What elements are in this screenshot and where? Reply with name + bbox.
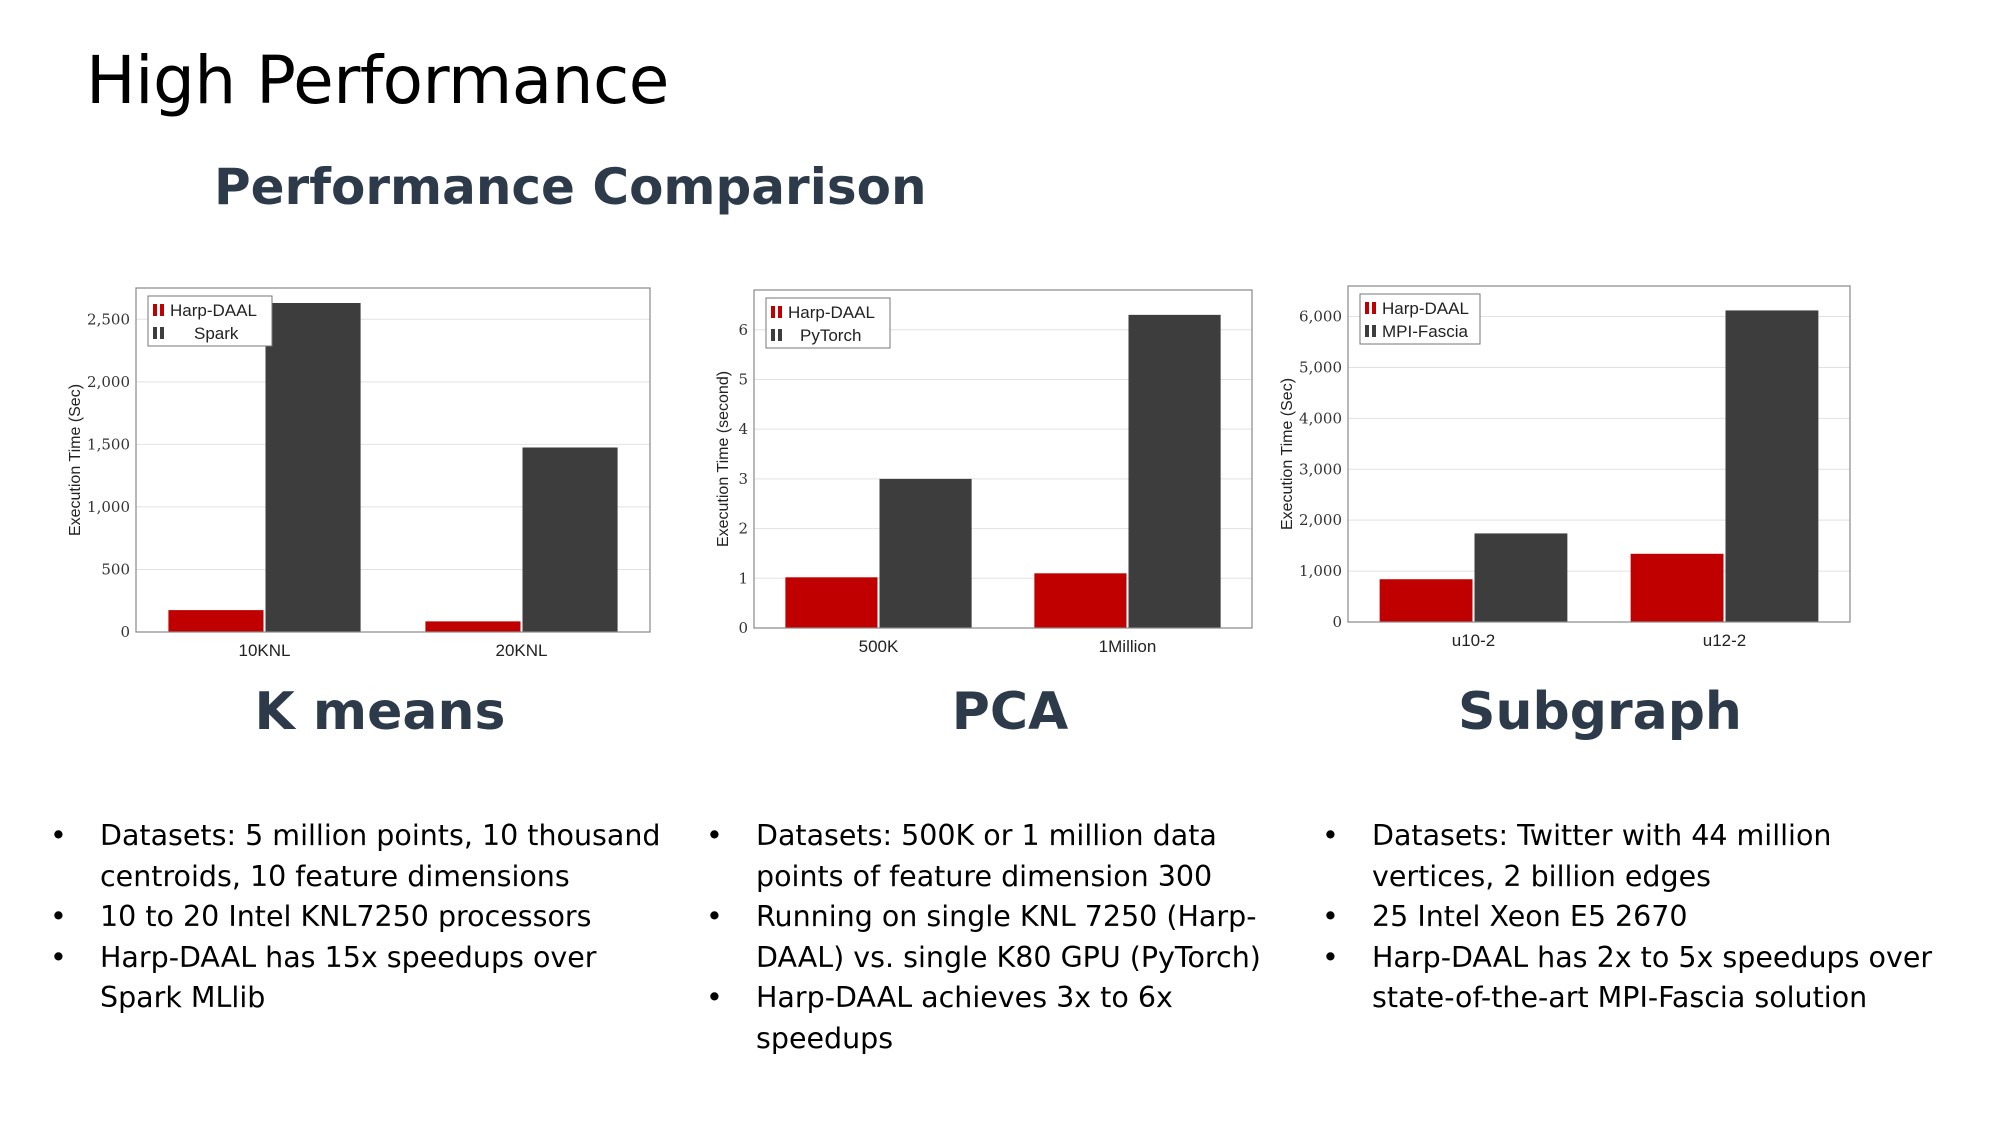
- slide-title: High Performance: [86, 42, 669, 119]
- y-tick-label: 1: [738, 569, 748, 587]
- y-tick-label: 0: [120, 623, 130, 641]
- plot-frame: [753, 289, 1253, 629]
- list-item: Datasets: 5 million points, 10 thousand …: [50, 816, 670, 897]
- bar-spark: [522, 447, 618, 632]
- y-tick-label: 2,000: [87, 373, 130, 391]
- legend-label: Harp-DAAL: [1382, 299, 1469, 318]
- list-item: Datasets: Twitter with 44 million vertic…: [1322, 816, 1962, 897]
- bar-mpi-fascia: [1474, 533, 1568, 622]
- bar-harp-daal: [785, 577, 878, 628]
- legend-swatch: [1372, 302, 1376, 314]
- legend-label: Harp-DAAL: [788, 303, 875, 322]
- y-tick-label: 2,000: [1299, 511, 1342, 529]
- y-tick-label: 4,000: [1299, 409, 1342, 427]
- list-item: Harp-DAAL has 2x to 5x speedups over sta…: [1322, 938, 1962, 1019]
- pca-bullet-list: Datasets: 500K or 1 million data points …: [706, 816, 1306, 1059]
- x-tick-label: u12-2: [1703, 631, 1746, 650]
- y-tick-label: 3: [738, 470, 748, 488]
- y-tick-label: 1,000: [1299, 562, 1342, 580]
- legend-swatch: [1372, 325, 1376, 337]
- legend-swatch: [778, 329, 782, 341]
- legend-swatch: [160, 304, 164, 316]
- y-tick-label: 0: [738, 619, 748, 637]
- y-tick-label: 3,000: [1299, 460, 1342, 478]
- y-axis-label: Execution Time (Sec): [1279, 378, 1296, 530]
- list-item: Harp-DAAL achieves 3x to 6x speedups: [706, 978, 1306, 1059]
- legend-swatch: [771, 306, 775, 318]
- legend-swatch: [778, 306, 782, 318]
- list-item: Running on single KNL 7250 (Harp-DAAL) v…: [706, 897, 1306, 978]
- pca-chart-svg: 0 1 2 3 4 5 6 500K 1Million Execution Time (secon…: [715, 289, 1253, 656]
- x-tick-label: u10-2: [1452, 631, 1495, 650]
- y-tick-label: 5,000: [1299, 358, 1342, 376]
- subgraph-chart-svg: 0 1,000 2,000 3,000 4,000 5,000 6,000 u10-2 u12-…: [1279, 285, 1851, 650]
- y-tick-label: 0: [1332, 613, 1342, 631]
- kmeans-chart-svg: 0 500 1,000 1,500 2,000 2,500 10KNL 20KNL Execut…: [67, 287, 651, 660]
- bar-harp-daal: [425, 621, 521, 632]
- chart-kmeans: 0 500 1,000 1,500 2,000 2,500 10KNL 20KNL Execut…: [50, 270, 660, 670]
- legend-box: [147, 295, 273, 347]
- subgraph-bullet-list: Datasets: Twitter with 44 million vertic…: [1322, 816, 1962, 1019]
- legend-swatch: [160, 327, 164, 339]
- bar-harp-daal: [1379, 579, 1473, 622]
- y-axis-label: Execution Time (Sec): [67, 384, 84, 536]
- kmeans-bullet-list: Datasets: 5 million points, 10 thousand …: [50, 816, 670, 1019]
- y-tick-label: 1,000: [87, 498, 130, 516]
- bar-harp-daal: [1034, 573, 1127, 628]
- legend-swatch: [153, 327, 157, 339]
- bar-pytorch: [879, 478, 972, 628]
- legend-label: Spark: [194, 324, 239, 343]
- legend-label: Harp-DAAL: [170, 301, 257, 320]
- list-item: 25 Intel Xeon E5 2670: [1322, 897, 1962, 938]
- y-tick-label: 1,500: [87, 435, 130, 453]
- x-tick-label: 500K: [859, 637, 899, 656]
- plot-frame: [1347, 285, 1851, 623]
- y-tick-label: 4: [738, 420, 748, 438]
- legend-label: PyTorch: [800, 326, 861, 345]
- y-tick-label: 6,000: [1299, 308, 1342, 326]
- y-tick-label: 5: [738, 370, 748, 388]
- heading-kmeans: K means: [254, 682, 506, 742]
- chart-pca: 0 1 2 3 4 5 6 500K 1Million Execution Time (secon…: [712, 270, 1253, 670]
- heading-pca: PCA: [951, 682, 1069, 742]
- list-item: Datasets: 500K or 1 million data points …: [706, 816, 1306, 897]
- bar-harp-daal: [168, 610, 264, 632]
- bar-mpi-fascia: [1725, 310, 1819, 622]
- plot-frame: [135, 287, 651, 633]
- list-item: 10 to 20 Intel KNL7250 processors: [50, 897, 670, 938]
- y-tick-label: 6: [738, 321, 748, 339]
- y-tick-label: 2: [738, 520, 748, 538]
- bar-harp-daal: [1630, 553, 1724, 622]
- legend-swatch: [153, 304, 157, 316]
- legend-swatch: [1365, 302, 1369, 314]
- legend-box: [1359, 293, 1481, 345]
- y-tick-label: 500: [101, 560, 130, 578]
- heading-subgraph: Subgraph: [1458, 682, 1742, 742]
- x-tick-label: 20KNL: [496, 641, 548, 660]
- slide-subtitle: Performance Comparison: [214, 158, 927, 216]
- x-tick-label: 10KNL: [239, 641, 291, 660]
- y-axis-label: Execution Time (second): [715, 371, 732, 547]
- x-tick-label: 1Million: [1099, 637, 1157, 656]
- bar-spark: [265, 303, 361, 632]
- legend-swatch: [1365, 325, 1369, 337]
- bar-pytorch: [1128, 314, 1221, 628]
- legend-label: MPI-Fascia: [1382, 322, 1469, 341]
- y-tick-label: 2,500: [87, 310, 130, 328]
- legend-box: [765, 297, 891, 349]
- list-item: Harp-DAAL has 15x speedups over Spark ML…: [50, 938, 670, 1019]
- chart-subgraph: 0 1,000 2,000 3,000 4,000 5,000 6,000 u10-2 u12-…: [1258, 270, 1858, 670]
- legend-swatch: [771, 329, 775, 341]
